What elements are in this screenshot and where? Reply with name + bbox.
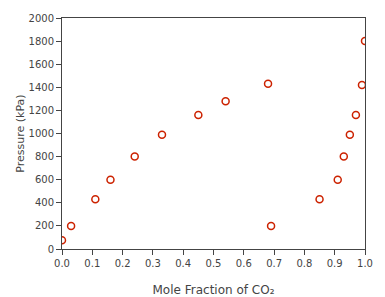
svg-text:600: 600 <box>35 174 54 185</box>
svg-text:Mole Fraction of CO₂: Mole Fraction of CO₂ <box>153 283 275 297</box>
svg-text:Pressure (kPa): Pressure (kPa) <box>14 94 27 172</box>
svg-text:0.6: 0.6 <box>236 258 252 269</box>
svg-text:1200: 1200 <box>29 105 54 116</box>
svg-text:0.2: 0.2 <box>115 258 131 269</box>
svg-text:0.9: 0.9 <box>327 258 343 269</box>
svg-text:800: 800 <box>35 151 54 162</box>
svg-text:1000: 1000 <box>29 128 54 139</box>
svg-text:400: 400 <box>35 197 54 208</box>
svg-text:0.7: 0.7 <box>266 258 282 269</box>
svg-text:0.8: 0.8 <box>296 258 312 269</box>
svg-text:0: 0 <box>48 244 54 255</box>
svg-text:2000: 2000 <box>29 13 54 24</box>
svg-text:0.4: 0.4 <box>175 258 191 269</box>
svg-text:1600: 1600 <box>29 59 54 70</box>
svg-text:0.3: 0.3 <box>145 258 161 269</box>
svg-text:1800: 1800 <box>29 36 54 47</box>
svg-text:1400: 1400 <box>29 82 54 93</box>
svg-text:0.0: 0.0 <box>54 258 70 269</box>
svg-text:1.0: 1.0 <box>357 258 373 269</box>
svg-text:200: 200 <box>35 220 54 231</box>
svg-text:0.5: 0.5 <box>206 258 222 269</box>
svg-text:0.1: 0.1 <box>84 258 100 269</box>
